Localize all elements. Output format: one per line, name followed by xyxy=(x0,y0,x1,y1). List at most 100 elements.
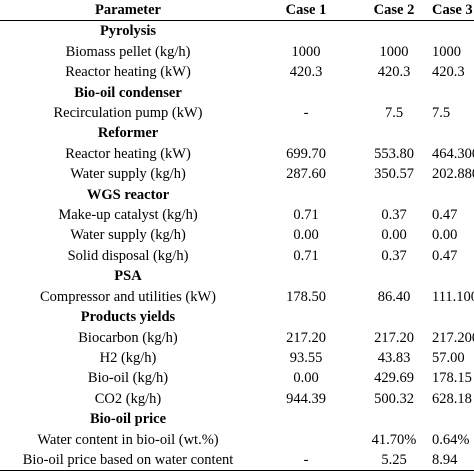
case-1-cell: - xyxy=(256,449,356,471)
case-1-cell: 217.20 xyxy=(286,329,326,346)
parameter-cell: Make-up catalyst (kg/h) xyxy=(58,207,198,224)
case-1-cell xyxy=(256,430,356,450)
parameter-cell: H2 (kg/h) xyxy=(99,349,157,366)
empty-cell xyxy=(256,185,356,205)
empty-cell xyxy=(356,307,432,327)
parameter-cell: Reactor heating (kW) xyxy=(65,145,191,162)
table-row: Biocarbon (kg/h) 217.20 217.20 217.200 xyxy=(0,328,474,348)
section-title: WGS reactor xyxy=(86,186,170,203)
table-row: Make-up catalyst (kg/h) 0.71 0.37 0.47 xyxy=(0,205,474,225)
case-3-cell: 0.00 xyxy=(432,227,458,244)
case-2-cell: 0.37 xyxy=(381,247,407,264)
parameter-cell: CO2 (kg/h) xyxy=(94,390,162,407)
empty-cell xyxy=(256,409,356,429)
case-1-cell: 944.39 xyxy=(286,390,326,407)
header-case-2: Case 2 xyxy=(356,0,432,22)
case-1-cell: 287.60 xyxy=(286,166,326,183)
header-case-3: Case 3 xyxy=(432,0,474,22)
parameter-cell: Bio-oil price based on water content xyxy=(0,449,256,471)
table-row: CO2 (kg/h) 944.39 500.32 628.18 xyxy=(0,389,474,409)
empty-cell xyxy=(356,409,432,429)
case-2-cell: 429.69 xyxy=(374,370,414,387)
case-2-cell: 217.20 xyxy=(374,329,414,346)
case-3-cell: 1000 xyxy=(432,43,461,60)
header-row: Parameter Case 1 Case 2 Case 3 xyxy=(0,0,474,22)
case-2-cell: 420.3 xyxy=(377,64,411,81)
case-2-cell: 0.37 xyxy=(381,207,407,224)
case-2-cell: 350.57 xyxy=(374,166,414,183)
case-3-cell: 0.64% xyxy=(432,431,470,448)
empty-cell xyxy=(256,123,356,143)
case-1-cell: 420.3 xyxy=(289,64,323,81)
section-title: Bio-oil price xyxy=(89,411,167,428)
case-1-cell: 93.55 xyxy=(289,349,323,366)
header-parameter: Parameter xyxy=(0,0,256,22)
case-3-cell: 420.3 xyxy=(432,64,465,81)
case-2-cell: 553.80 xyxy=(374,145,414,162)
empty-cell xyxy=(256,266,356,286)
section-row: PSA xyxy=(0,266,474,286)
case-3-cell: 202.880 xyxy=(432,166,474,183)
empty-cell xyxy=(432,21,474,42)
case-3-cell: 111.100 xyxy=(432,288,474,305)
case-1-cell: 699.70 xyxy=(286,145,326,162)
case-2-cell: 86.40 xyxy=(377,288,411,305)
table-row: Water content in bio-oil (wt.%) 41.70% 0.6… xyxy=(0,430,474,450)
empty-cell xyxy=(256,21,356,42)
parameter-cell: Water supply (kg/h) xyxy=(70,227,186,244)
table-row: Reactor heating (kW) 699.70 553.80 464.300 xyxy=(0,144,474,164)
table-body: Pyrolysis Biomass pellet (kg/h) 1000 1000 10… xyxy=(0,21,474,471)
case-3-cell: 0.47 xyxy=(432,207,458,224)
table-row: Bio-oil price based on water content -5.2… xyxy=(0,449,474,471)
parameter-cell: Bio-oil (kg/h) xyxy=(87,370,169,387)
case-2-cell: 7.5 xyxy=(384,105,404,122)
case-1-cell: 0.71 xyxy=(293,207,319,224)
case-3-cell: 7.5 xyxy=(432,105,451,122)
case-2-cell: 1000 xyxy=(379,43,409,60)
empty-cell xyxy=(356,83,432,103)
case-2-cell: 43.83 xyxy=(377,349,411,366)
case-1-cell: 1000 xyxy=(291,43,321,60)
section-row: WGS reactor xyxy=(0,185,474,205)
empty-cell xyxy=(356,21,432,42)
table-row: H2 (kg/h) 93.55 43.83 57.00 xyxy=(0,348,474,368)
table-row: Biomass pellet (kg/h) 1000 1000 1000 xyxy=(0,42,474,62)
section-title: Reformer xyxy=(97,125,159,142)
section-row: Pyrolysis xyxy=(0,21,474,42)
section-row: Reformer xyxy=(0,123,474,143)
section-row: Bio-oil condenser xyxy=(0,83,474,103)
parameter-cell: Solid disposal (kg/h) xyxy=(67,247,189,264)
empty-cell xyxy=(432,266,474,286)
case-2-cell: 0.00 xyxy=(381,227,407,244)
section-title: Bio-oil condenser xyxy=(74,84,182,101)
empty-cell xyxy=(432,307,474,327)
case-3-cell: 217.200 xyxy=(432,329,474,346)
table-row: Water supply (kg/h) 287.60 350.57 202.880 xyxy=(0,164,474,184)
empty-cell xyxy=(432,409,474,429)
header-case-1: Case 1 xyxy=(256,0,356,22)
empty-cell xyxy=(356,185,432,205)
case-2-cell: 5.25 xyxy=(356,449,432,471)
case-3-cell: 178.15 xyxy=(432,370,472,387)
case-1-cell: 0.00 xyxy=(293,370,319,387)
empty-cell xyxy=(432,185,474,205)
table-row: Reactor heating (kW) 420.3 420.3 420.3 xyxy=(0,62,474,82)
table-row: Water supply (kg/h) 0.00 0.00 0.00 xyxy=(0,225,474,245)
parameter-cell: Water supply (kg/h) xyxy=(70,166,186,183)
parameter-cell: Reactor heating (kW) xyxy=(65,64,191,81)
empty-cell xyxy=(256,307,356,327)
parameter-cell: Water content in bio-oil (wt.%) xyxy=(37,431,219,448)
section-row: Products yields xyxy=(0,307,474,327)
case-3-cell: 628.18 xyxy=(432,390,472,407)
parameter-cell: Biomass pellet (kg/h) xyxy=(65,43,191,60)
case-1-cell: 178.50 xyxy=(286,288,326,305)
case-2-cell: 41.70% xyxy=(371,431,417,448)
empty-cell xyxy=(432,123,474,143)
table-row: Compressor and utilities (kW) 178.50 86.40… xyxy=(0,287,474,307)
section-title: PSA xyxy=(114,268,142,285)
case-3-cell: 8.94 xyxy=(432,449,474,471)
case-1-cell: 0.00 xyxy=(293,227,319,244)
case-2-cell: 500.32 xyxy=(374,390,414,407)
parameter-cell: Recirculation pump (kW) xyxy=(53,105,203,122)
